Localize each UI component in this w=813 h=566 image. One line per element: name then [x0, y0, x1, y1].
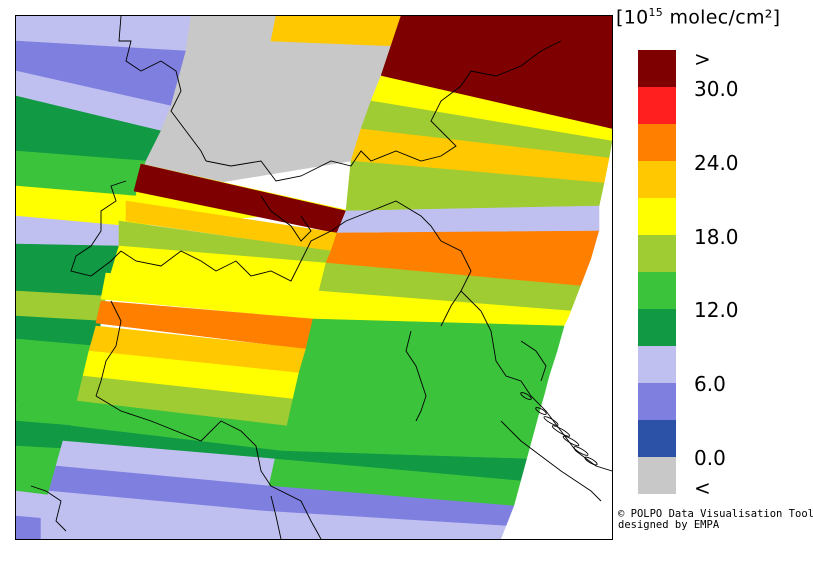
legend-unit: [1015 molec/cm²] — [616, 6, 781, 29]
legend-tick-label: > — [694, 47, 711, 71]
legend-swatch — [638, 383, 676, 420]
island — [543, 416, 559, 426]
legend-swatch — [638, 272, 676, 309]
island — [573, 446, 589, 456]
legend-tick-label: 30.0 — [694, 77, 739, 101]
satellite-pixel — [370, 75, 612, 142]
legend-swatch — [638, 457, 676, 494]
satellite-pixel — [16, 243, 120, 274]
coastline-border — [95, 395, 322, 539]
legend-swatch — [638, 124, 676, 161]
coastline-border — [500, 420, 602, 502]
island — [535, 407, 547, 415]
legend-swatch — [638, 50, 676, 87]
legend-tick-label: 12.0 — [694, 298, 739, 322]
satellite-pixel — [256, 510, 508, 539]
credit-text: © POLPO Data Visualisation Tool designed… — [618, 509, 813, 531]
island — [584, 456, 598, 466]
coastlines — [16, 16, 612, 539]
satellite-pixel — [298, 348, 558, 377]
coastline-border — [520, 340, 547, 382]
coastline-border — [118, 16, 207, 162]
legend-swatch — [638, 309, 676, 346]
satellite-pixel — [286, 398, 543, 432]
legend-swatch — [638, 235, 676, 272]
legend-tick-label: < — [694, 476, 711, 500]
coastline-border — [270, 495, 282, 539]
map-svg — [16, 16, 612, 539]
coastline-border — [260, 195, 312, 242]
island — [520, 392, 532, 400]
legend-tick-label: 0.0 — [694, 446, 726, 470]
coastline-border — [70, 180, 127, 277]
legend-tick-label: 6.0 — [694, 372, 726, 396]
legend-swatch — [638, 420, 676, 457]
legend-swatch — [638, 198, 676, 235]
legend-swatch — [638, 346, 676, 383]
legend-tick-label: 24.0 — [694, 151, 739, 175]
island — [551, 425, 571, 437]
map-area — [15, 15, 613, 540]
coastline-border — [460, 290, 612, 472]
legend-tick-label: 18.0 — [694, 225, 739, 249]
coastline-border — [405, 330, 427, 422]
satellite-pixel — [270, 16, 402, 47]
satellite-pixel — [40, 515, 258, 539]
satellite-pixel — [40, 490, 264, 539]
coastline-border — [120, 200, 442, 282]
credit-line-2: designed by EMPA — [618, 519, 720, 531]
island — [562, 435, 580, 447]
satellite-pixel — [390, 16, 612, 72]
credit-line-1: © POLPO Data Visualisation Tool — [618, 508, 813, 520]
swath-outside — [501, 226, 612, 539]
data-bands — [16, 16, 612, 539]
satellite-pixel — [380, 45, 612, 130]
coastline-border — [205, 40, 562, 182]
color-scale — [638, 50, 676, 494]
coastline-border — [440, 240, 472, 327]
coastline-border — [30, 485, 67, 532]
coastline-border — [95, 300, 122, 397]
legend-swatch — [638, 161, 676, 198]
legend-swatch — [638, 87, 676, 124]
